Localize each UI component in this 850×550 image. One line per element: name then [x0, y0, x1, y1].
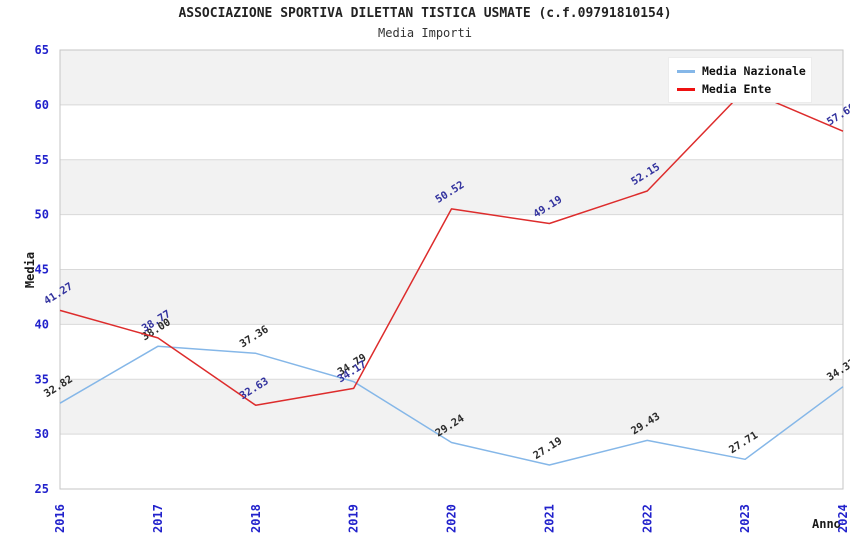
x-tick-label: 2019 [347, 504, 361, 533]
chart-subtitle: Media Importi [378, 26, 472, 40]
plot-band [60, 104, 843, 160]
y-tick-label: 60 [35, 98, 49, 112]
x-tick-label: 2021 [542, 504, 556, 533]
series-line-media-ente [59, 88, 844, 407]
legend-item-media-ente: Media Ente [677, 82, 803, 96]
x-tick-label: 2020 [445, 504, 459, 533]
x-tick-label: 2016 [53, 504, 67, 533]
y-tick-label: 35 [35, 372, 49, 386]
plot-border [59, 49, 844, 490]
legend-line-swatch-red [677, 87, 695, 91]
y-tick-label: 55 [35, 153, 49, 167]
x-tick-label: 2017 [151, 504, 165, 533]
plot-band [60, 214, 843, 270]
x-tick-label: 2022 [640, 504, 654, 533]
x-tick-label: 2023 [738, 504, 752, 533]
legend-label: Media Nazionale [702, 64, 806, 78]
y-tick-label: 45 [35, 263, 49, 277]
y-tick-label: 30 [35, 427, 49, 441]
legend-line-swatch-blue [677, 69, 695, 73]
y-tick-label: 25 [35, 482, 49, 496]
legend: Media Nazionale Media Ente [668, 57, 812, 103]
legend-item-media-nazionale: Media Nazionale [677, 64, 806, 78]
plot-band [60, 269, 843, 325]
series-line-media-nazionale [59, 345, 844, 466]
x-tick-label: 2018 [249, 504, 263, 533]
y-tick-label: 40 [35, 317, 49, 331]
plot-band [60, 324, 843, 380]
x-axis-title: Anno [812, 517, 841, 531]
chart-title: ASSOCIAZIONE SPORTIVA DILETTAN TISTICA U… [178, 6, 672, 21]
plot-band [60, 159, 843, 215]
plot-band [60, 379, 843, 435]
y-tick-label: 65 [35, 43, 49, 57]
plot-band [60, 434, 843, 489]
legend-label: Media Ente [702, 82, 772, 96]
y-tick-label: 50 [35, 208, 49, 222]
x-tick-label: 2024 [836, 504, 850, 533]
